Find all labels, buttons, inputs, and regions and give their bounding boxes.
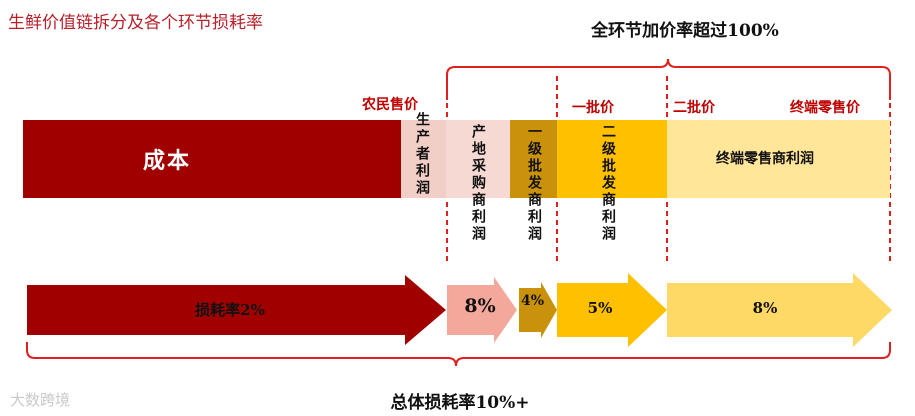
- second-wholesale-profit-label: 二级批发商利润: [600, 124, 616, 243]
- markup-summary-label: 全环节加价率超过100%: [591, 21, 779, 41]
- farmer-price-label: 农民售价: [362, 97, 418, 113]
- origin-loss-label: 8%: [464, 295, 496, 317]
- origin-segment: [446, 120, 510, 198]
- origin-purchase-profit-label: 产地采购商利润: [470, 124, 486, 243]
- second-wholesale-segment: [557, 120, 667, 198]
- cost-segment: [23, 120, 401, 198]
- bottom-bracket: [26, 342, 891, 367]
- second-wholesale-price-label: 二批价: [673, 100, 715, 116]
- base-loss-label: 损耗率2%: [195, 301, 265, 319]
- watermark: 大数跨境: [10, 391, 71, 409]
- retail-profit-label: 终端零售商利润: [716, 151, 814, 167]
- total-loss-label: 总体损耗率10%+: [390, 393, 530, 413]
- first-loss-label: 4%: [521, 293, 545, 309]
- retail-segment: [667, 120, 890, 198]
- first-wholesale-price-label: 一批价: [572, 100, 614, 116]
- second-loss-arrow: [557, 273, 667, 347]
- retail-loss-arrow: [667, 273, 892, 347]
- base-loss-arrow: [27, 275, 446, 345]
- producer-profit-label: 生产者利润: [414, 112, 430, 197]
- producer-segment: [401, 120, 446, 198]
- retail-loss-label: 8%: [752, 299, 778, 317]
- second-loss-label: 5%: [587, 299, 613, 317]
- first-loss-arrow: [519, 282, 557, 338]
- retail-price-label: 终端零售价: [790, 100, 860, 116]
- cost-label: 成本: [142, 148, 191, 174]
- page-title: 生鲜价值链拆分及各个环节损耗率: [8, 13, 263, 33]
- first-wholesale-profit-label: 一级批发商利润: [526, 124, 542, 243]
- origin-loss-arrow: [447, 277, 517, 343]
- top-bracket: [446, 58, 891, 100]
- first-wholesale-segment: [510, 120, 557, 198]
